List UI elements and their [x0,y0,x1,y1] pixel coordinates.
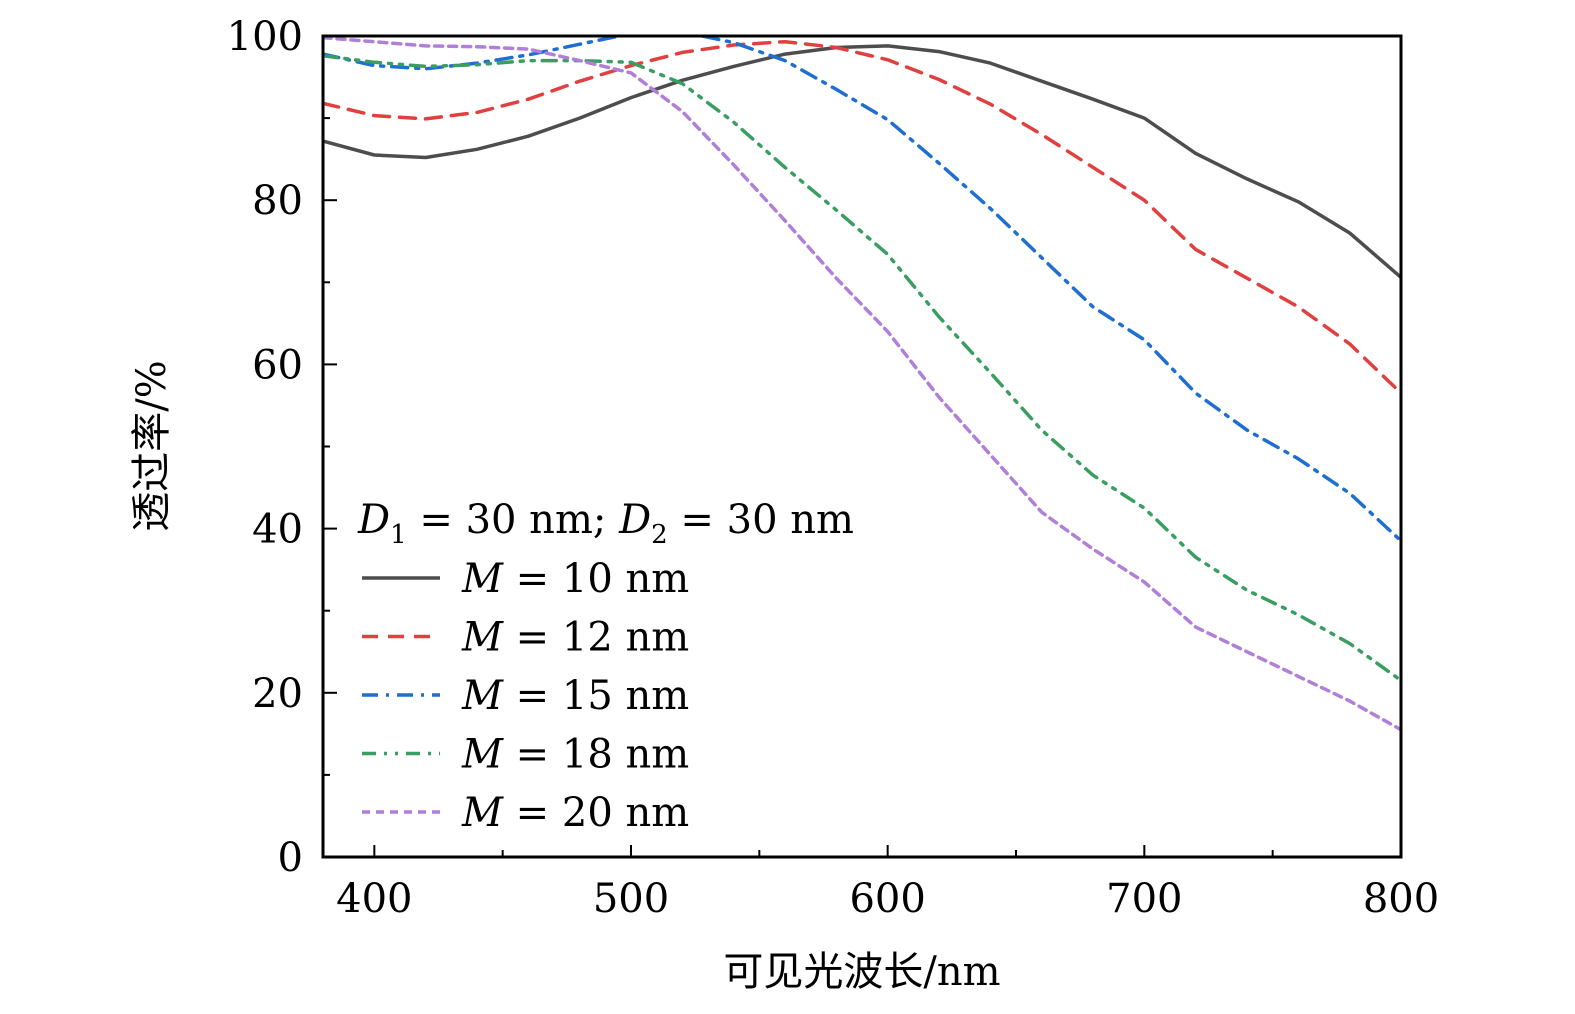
y-tick-label: 0 [278,835,303,881]
series-line-m12 [323,39,1401,395]
legend-entries: M = 10 nm M = 12 nm M = 15 nm M = 18 nm M = … [362,556,689,836]
y-axis-title: 透过率/% [129,360,175,531]
series-line-m20 [323,36,1401,732]
legend-entry: M = 18 nm [362,732,689,778]
series-line-m18 [323,53,1401,683]
legend-label: M = 18 nm [461,732,689,778]
x-tick-label: 500 [593,876,669,922]
y-tick-label: 40 [252,507,303,553]
legend-title-d2: D [618,497,651,543]
legend-entry: M = 12 nm [362,615,689,661]
legend-label: M = 15 nm [461,673,689,719]
legend-title-eq2: = 30 nm [668,497,854,543]
legend-title-d1: D [357,497,390,543]
legend-title-eq1: = 30 nm; [407,497,619,543]
legend-title-sub1: 1 [390,520,407,550]
legend-entry: M = 10 nm [362,556,689,602]
legend-entry: M = 15 nm [362,673,689,719]
y-tick-label: 80 [252,178,303,224]
series-layer [323,36,1401,732]
x-tick-label: 400 [336,876,412,922]
x-axis-title: 可见光波长/nm [723,949,1000,995]
legend-label: M = 20 nm [461,790,689,836]
legend-title: D1 = 30 nm; D2 = 30 nm [357,497,854,550]
x-tick-label: 700 [1106,876,1182,922]
legend-label: M = 10 nm [461,556,689,602]
legend-label: M = 12 nm [461,615,689,661]
series-line-m10 [323,44,1401,280]
y-tick-label: 20 [252,671,303,717]
x-tick-label: 800 [1363,876,1439,922]
legend-title-sub2: 2 [651,520,668,550]
legend: D1 = 30 nm; D2 = 30 nm M = 10 nmM = 12 n… [357,497,854,836]
tick-layer: 400 500 600 700 800 0 20 40 60 80 100 [227,14,1440,922]
legend-entry: M = 20 nm [362,790,689,836]
y-tick-label: 100 [227,14,303,60]
y-tick-label: 60 [252,342,303,388]
x-tick-label: 600 [849,876,925,922]
series-line-m15 [323,36,1401,543]
